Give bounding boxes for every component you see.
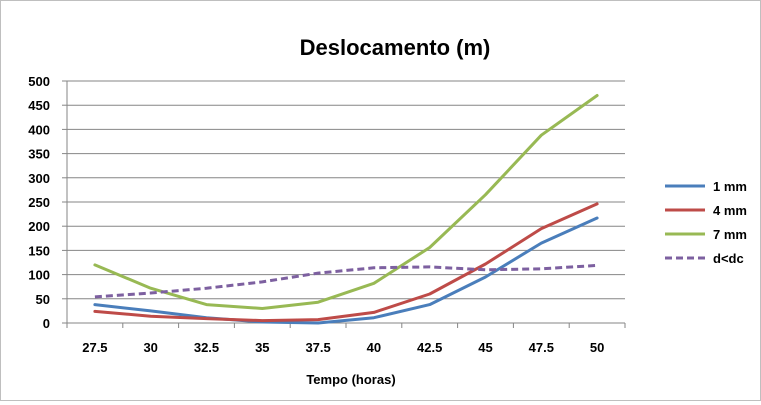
x-tick-label: 40 bbox=[367, 340, 381, 355]
series-lines bbox=[93, 94, 599, 325]
x-tick-label: 27.5 bbox=[82, 340, 107, 355]
x-tick-label: 32.5 bbox=[194, 340, 219, 355]
legend-label: 4 mm bbox=[713, 203, 747, 218]
legend-label: 1 mm bbox=[713, 179, 747, 194]
legend: 1 mm 4 mm 7 mm d<dc bbox=[665, 179, 747, 266]
y-tick-label: 300 bbox=[28, 171, 50, 186]
gridlines bbox=[67, 80, 625, 300]
y-tick-label: 100 bbox=[28, 268, 50, 283]
y-tick-label: 450 bbox=[28, 98, 50, 113]
series-line-4-mm bbox=[93, 202, 599, 323]
y-tick-label: 150 bbox=[28, 243, 50, 258]
y-tick-label: 0 bbox=[43, 316, 50, 331]
legend-label: 7 mm bbox=[713, 227, 747, 242]
legend-label: d<dc bbox=[713, 251, 744, 266]
series-line-1-mm bbox=[93, 216, 599, 325]
x-tick-label: 47.5 bbox=[529, 340, 554, 355]
x-tick-label: 35 bbox=[255, 340, 269, 355]
x-tick-label: 30 bbox=[143, 340, 157, 355]
series-line-7-mm bbox=[93, 94, 599, 310]
x-tick-label: 50 bbox=[590, 340, 604, 355]
y-tick-label: 500 bbox=[28, 74, 50, 89]
x-axis-ticks: 27.5 30 32.5 35 37.5 40 42.5 45 47.5 50 bbox=[82, 340, 604, 355]
series-line-d-dc bbox=[94, 263, 598, 299]
axes bbox=[62, 80, 626, 328]
y-tick-label: 250 bbox=[28, 195, 50, 210]
y-tick-label: 50 bbox=[36, 292, 50, 307]
x-axis-label: Tempo (horas) bbox=[306, 372, 395, 387]
y-tick-label: 400 bbox=[28, 122, 50, 137]
x-tick-label: 37.5 bbox=[305, 340, 330, 355]
chart-title: Deslocamento (m) bbox=[300, 35, 491, 60]
x-tick-label: 45 bbox=[478, 340, 492, 355]
y-tick-label: 350 bbox=[28, 147, 50, 162]
y-axis-ticks: 0 50 100 150 200 250 300 350 400 450 500 bbox=[28, 74, 50, 331]
y-tick-label: 200 bbox=[28, 219, 50, 234]
x-tick-label: 42.5 bbox=[417, 340, 442, 355]
